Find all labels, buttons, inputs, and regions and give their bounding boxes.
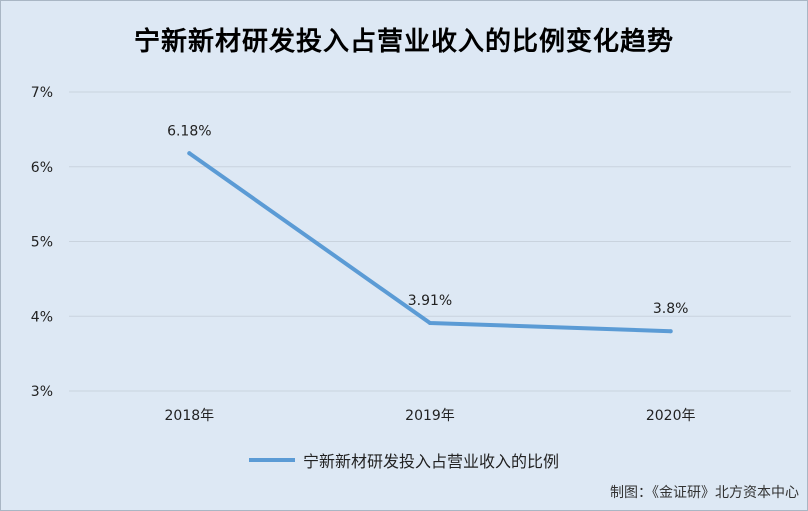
y-tick-label: 6% <box>31 160 53 176</box>
chart-title: 宁新新材研发投入占营业收入的比例变化趋势 <box>133 27 674 57</box>
x-tick-label: 2019年 <box>405 408 455 424</box>
legend-swatch <box>248 458 295 462</box>
data-point <box>668 329 673 334</box>
data-point <box>428 320 432 325</box>
y-tick-label: 5% <box>31 235 53 251</box>
source-credit: 制图：《金证研》北方资本中心 <box>610 485 799 501</box>
x-tick-label: 2020年 <box>646 408 696 424</box>
y-tick-label: 3% <box>31 384 53 400</box>
y-tick-label: 4% <box>31 309 53 325</box>
data-point <box>187 151 192 156</box>
data-label: 3.91% <box>408 293 452 309</box>
y-tick-label: 7% <box>31 85 53 101</box>
legend-label: 宁新新材研发投入占营业收入的比例 <box>302 452 559 471</box>
data-label: 6.18% <box>167 123 211 139</box>
x-tick-label: 2018年 <box>165 408 215 424</box>
legend: 宁新新材研发投入占营业收入的比例 <box>1 448 807 472</box>
data-label: 3.8% <box>653 301 689 317</box>
